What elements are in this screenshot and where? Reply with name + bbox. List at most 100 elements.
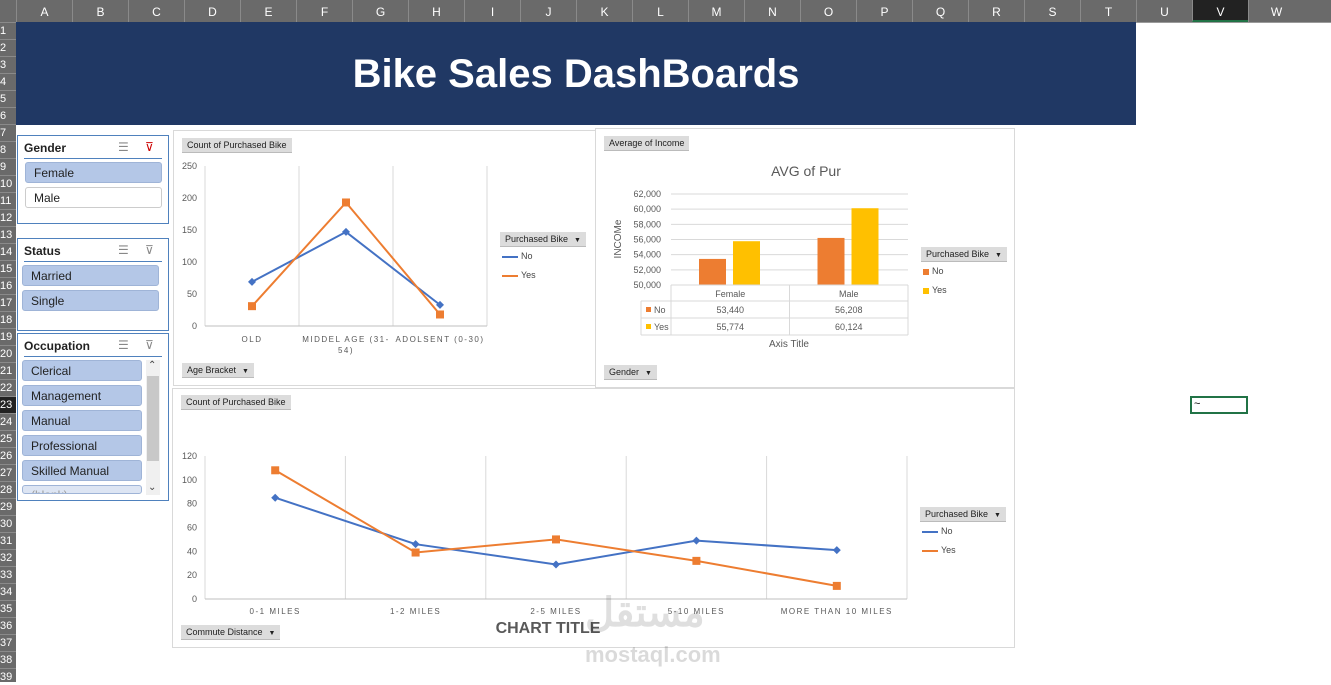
- legend-item-no[interactable]: No: [922, 526, 953, 536]
- scroll-down-icon[interactable]: ⌄: [148, 482, 157, 493]
- row-header-1[interactable]: 1: [0, 22, 16, 39]
- value-field-button[interactable]: Average of Income: [604, 136, 690, 151]
- row-header-2[interactable]: 2: [0, 39, 16, 56]
- column-header-C[interactable]: C: [128, 0, 184, 22]
- active-cell-v23[interactable]: ~: [1190, 396, 1248, 414]
- legend-item-no[interactable]: No: [502, 251, 533, 261]
- row-header-16[interactable]: 16: [0, 277, 16, 294]
- row-header-23[interactable]: 23: [0, 396, 16, 413]
- column-header-M[interactable]: M: [688, 0, 744, 22]
- column-header-V[interactable]: V: [1192, 0, 1248, 22]
- multi-select-icon[interactable]: ☰: [118, 140, 129, 154]
- row-header-7[interactable]: 7: [0, 124, 16, 141]
- column-header-P[interactable]: P: [856, 0, 912, 22]
- column-header-W[interactable]: W: [1248, 0, 1304, 22]
- row-header-24[interactable]: 24: [0, 413, 16, 430]
- row-header-9[interactable]: 9: [0, 158, 16, 175]
- row-header-8[interactable]: 8: [0, 141, 16, 158]
- clear-filter-icon[interactable]: ⊽: [145, 243, 154, 257]
- axis-field-button[interactable]: Gender ▼: [604, 365, 657, 380]
- row-header-21[interactable]: 21: [0, 362, 16, 379]
- column-header-A[interactable]: A: [16, 0, 72, 22]
- row-header-4[interactable]: 4: [0, 73, 16, 90]
- slicer-item--blank-[interactable]: (blank): [22, 485, 142, 494]
- row-header-5[interactable]: 5: [0, 90, 16, 107]
- slicer-item-single[interactable]: Single: [22, 290, 159, 311]
- column-header-I[interactable]: I: [464, 0, 520, 22]
- column-header-R[interactable]: R: [968, 0, 1024, 22]
- axis-field-button[interactable]: Age Bracket ▼: [182, 363, 254, 378]
- row-header-14[interactable]: 14: [0, 243, 16, 260]
- value-field-button[interactable]: Count of Purchased Bike: [182, 138, 292, 153]
- row-header-10[interactable]: 10: [0, 175, 16, 192]
- row-header-34[interactable]: 34: [0, 583, 16, 600]
- row-header-29[interactable]: 29: [0, 498, 16, 515]
- axis-field-button[interactable]: Commute Distance ▼: [181, 625, 281, 640]
- slicer-item-married[interactable]: Married: [22, 265, 159, 286]
- row-header-20[interactable]: 20: [0, 345, 16, 362]
- column-header-F[interactable]: F: [296, 0, 352, 22]
- row-header-11[interactable]: 11: [0, 192, 16, 209]
- legend-item-yes[interactable]: Yes: [502, 270, 536, 280]
- column-header-B[interactable]: B: [72, 0, 128, 22]
- column-header-T[interactable]: T: [1080, 0, 1136, 22]
- row-header-12[interactable]: 12: [0, 209, 16, 226]
- row-header-36[interactable]: 36: [0, 617, 16, 634]
- value-field-button[interactable]: Count of Purchased Bike: [181, 395, 291, 410]
- row-header-17[interactable]: 17: [0, 294, 16, 311]
- row-header-25[interactable]: 25: [0, 430, 16, 447]
- row-header-3[interactable]: 3: [0, 56, 16, 73]
- scrollbar[interactable]: ⌃ ⌄: [146, 360, 160, 495]
- row-header-39[interactable]: 39: [0, 668, 16, 685]
- row-header-26[interactable]: 26: [0, 447, 16, 464]
- row-header-22[interactable]: 22: [0, 379, 16, 396]
- row-header-33[interactable]: 33: [0, 566, 16, 583]
- column-header-J[interactable]: J: [520, 0, 576, 22]
- legend-item-no[interactable]: No: [923, 266, 944, 276]
- multi-select-icon[interactable]: ☰: [118, 243, 129, 257]
- slicer-item-manual[interactable]: Manual: [22, 410, 142, 431]
- slicer-item-female[interactable]: Female: [25, 162, 162, 183]
- legend-filter-button[interactable]: Purchased Bike ▼: [500, 232, 586, 247]
- slicer-item-professional[interactable]: Professional: [22, 435, 142, 456]
- chart-commute-distance[interactable]: 0 20 40 60 80 100 120 0-1 MILES 1-2 MILES 2-5 MIL…: [172, 388, 1015, 648]
- clear-filter-icon[interactable]: ⊽: [145, 140, 154, 154]
- select-all-corner[interactable]: [0, 0, 16, 22]
- scroll-up-icon[interactable]: ⌃: [148, 360, 157, 371]
- clear-filter-icon[interactable]: ⊽: [145, 338, 154, 352]
- column-header-H[interactable]: H: [408, 0, 464, 22]
- legend-item-yes[interactable]: Yes: [923, 285, 947, 295]
- column-header-G[interactable]: G: [352, 0, 408, 22]
- row-header-37[interactable]: 37: [0, 634, 16, 651]
- column-header-Q[interactable]: Q: [912, 0, 968, 22]
- column-header-D[interactable]: D: [184, 0, 240, 22]
- legend-filter-button[interactable]: Purchased Bike ▼: [920, 507, 1006, 522]
- legend-filter-button[interactable]: Purchased Bike ▼: [921, 247, 1007, 262]
- multi-select-icon[interactable]: ☰: [118, 338, 129, 352]
- row-header-13[interactable]: 13: [0, 226, 16, 243]
- row-header-19[interactable]: 19: [0, 328, 16, 345]
- slicer-item-skilled-manual[interactable]: Skilled Manual: [22, 460, 142, 481]
- slicer-item-clerical[interactable]: Clerical: [22, 360, 142, 381]
- row-header-30[interactable]: 30: [0, 515, 16, 532]
- slicer-item-male[interactable]: Male: [25, 187, 162, 208]
- row-header-18[interactable]: 18: [0, 311, 16, 328]
- row-header-28[interactable]: 28: [0, 481, 16, 498]
- chart-avg-income[interactable]: 50,000 52,000 54,000 56,000 58,000 60,000 62,0…: [595, 128, 1015, 388]
- scroll-thumb[interactable]: [147, 376, 159, 461]
- column-header-S[interactable]: S: [1024, 0, 1080, 22]
- row-header-6[interactable]: 6: [0, 107, 16, 124]
- row-header-31[interactable]: 31: [0, 532, 16, 549]
- row-header-38[interactable]: 38: [0, 651, 16, 668]
- column-header-L[interactable]: L: [632, 0, 688, 22]
- column-header-O[interactable]: O: [800, 0, 856, 22]
- column-header-N[interactable]: N: [744, 0, 800, 22]
- column-header-U[interactable]: U: [1136, 0, 1192, 22]
- slicer-item-management[interactable]: Management: [22, 385, 142, 406]
- row-header-32[interactable]: 32: [0, 549, 16, 566]
- legend-item-yes[interactable]: Yes: [922, 545, 956, 555]
- column-header-E[interactable]: E: [240, 0, 296, 22]
- column-header-K[interactable]: K: [576, 0, 632, 22]
- chart-age-bracket[interactable]: 0 50 100 150 200 250 OLD MIDDEL AGE (31- 54) ADOL…: [173, 130, 596, 386]
- row-header-35[interactable]: 35: [0, 600, 16, 617]
